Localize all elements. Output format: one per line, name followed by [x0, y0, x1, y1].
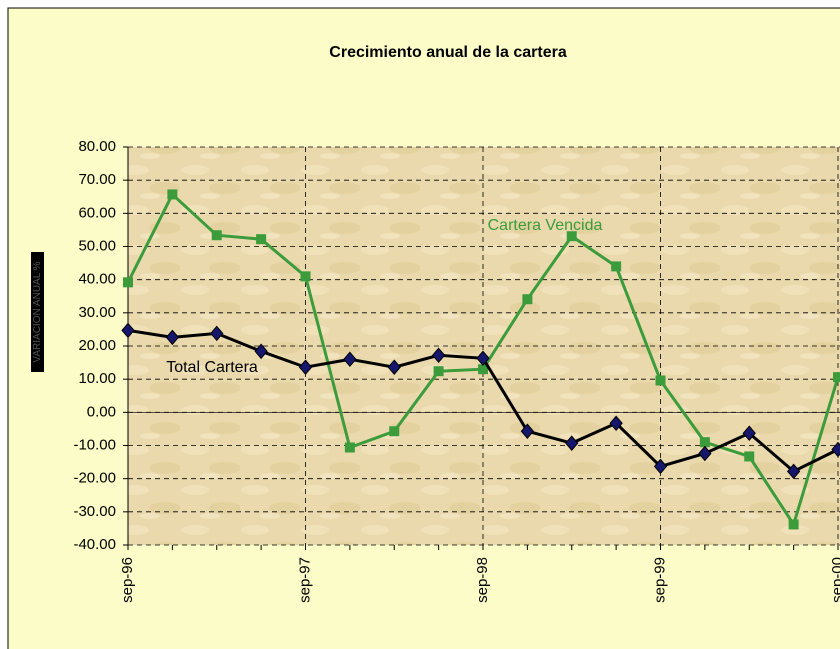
- marker: [786, 463, 801, 480]
- marker: [476, 350, 490, 367]
- y-tick-label: 70.00: [78, 171, 116, 188]
- marker: [210, 325, 224, 342]
- x-tick-label: sep-97: [296, 557, 313, 603]
- y-tick-label: 0.00: [87, 403, 116, 420]
- marker: [833, 372, 840, 383]
- marker: [167, 189, 178, 200]
- marker: [298, 359, 313, 375]
- y-tick-label: 50.00: [78, 237, 116, 254]
- y-tick-label: 30.00: [78, 304, 116, 321]
- chart-title: Crecimiento anual de la cartera: [329, 44, 567, 61]
- marker: [742, 425, 756, 441]
- marker: [699, 437, 710, 448]
- y-tick-label: 60.00: [78, 204, 116, 221]
- marker: [611, 261, 622, 272]
- y-tick-label: -10.00: [73, 436, 116, 453]
- marker: [123, 277, 133, 288]
- marker: [389, 426, 400, 437]
- marker: [831, 441, 840, 458]
- marker: [698, 445, 712, 462]
- x-tick-label: sep-96: [119, 557, 136, 603]
- y-tick-label: -40.00: [73, 536, 116, 553]
- marker: [211, 230, 222, 241]
- y-tick-label: 40.00: [78, 271, 116, 288]
- marker: [520, 423, 535, 440]
- marker: [387, 359, 401, 375]
- marker: [256, 234, 267, 245]
- marker: [609, 415, 623, 432]
- y-label-box: [31, 252, 44, 372]
- marker: [343, 351, 357, 368]
- marker: [744, 451, 755, 462]
- marker: [478, 364, 488, 375]
- marker: [344, 442, 355, 453]
- y-tick-label: -30.00: [73, 503, 116, 520]
- marker: [566, 231, 577, 242]
- annotation: Cartera Vencida: [488, 217, 603, 234]
- marker: [165, 329, 180, 346]
- y-axis-label: VARIACION ANUAL %: [32, 261, 43, 362]
- x-tick-label: sep-99: [651, 557, 668, 603]
- marker: [431, 347, 446, 364]
- marker: [254, 343, 268, 360]
- marker: [121, 322, 135, 339]
- x-tick-label: sep-98: [474, 557, 491, 603]
- annotation: Total Cartera: [166, 359, 258, 376]
- marker: [522, 294, 533, 305]
- marker: [653, 458, 668, 475]
- marker: [565, 435, 579, 451]
- marker: [788, 519, 799, 530]
- x-tick-label: sep-00: [829, 557, 840, 603]
- y-tick-label: -20.00: [73, 470, 116, 487]
- marker: [433, 366, 444, 377]
- y-tick-label: 10.00: [78, 370, 116, 387]
- marker: [300, 271, 311, 282]
- marker: [655, 375, 666, 386]
- y-tick-label: 80.00: [78, 138, 116, 155]
- y-tick-label: 20.00: [78, 337, 116, 354]
